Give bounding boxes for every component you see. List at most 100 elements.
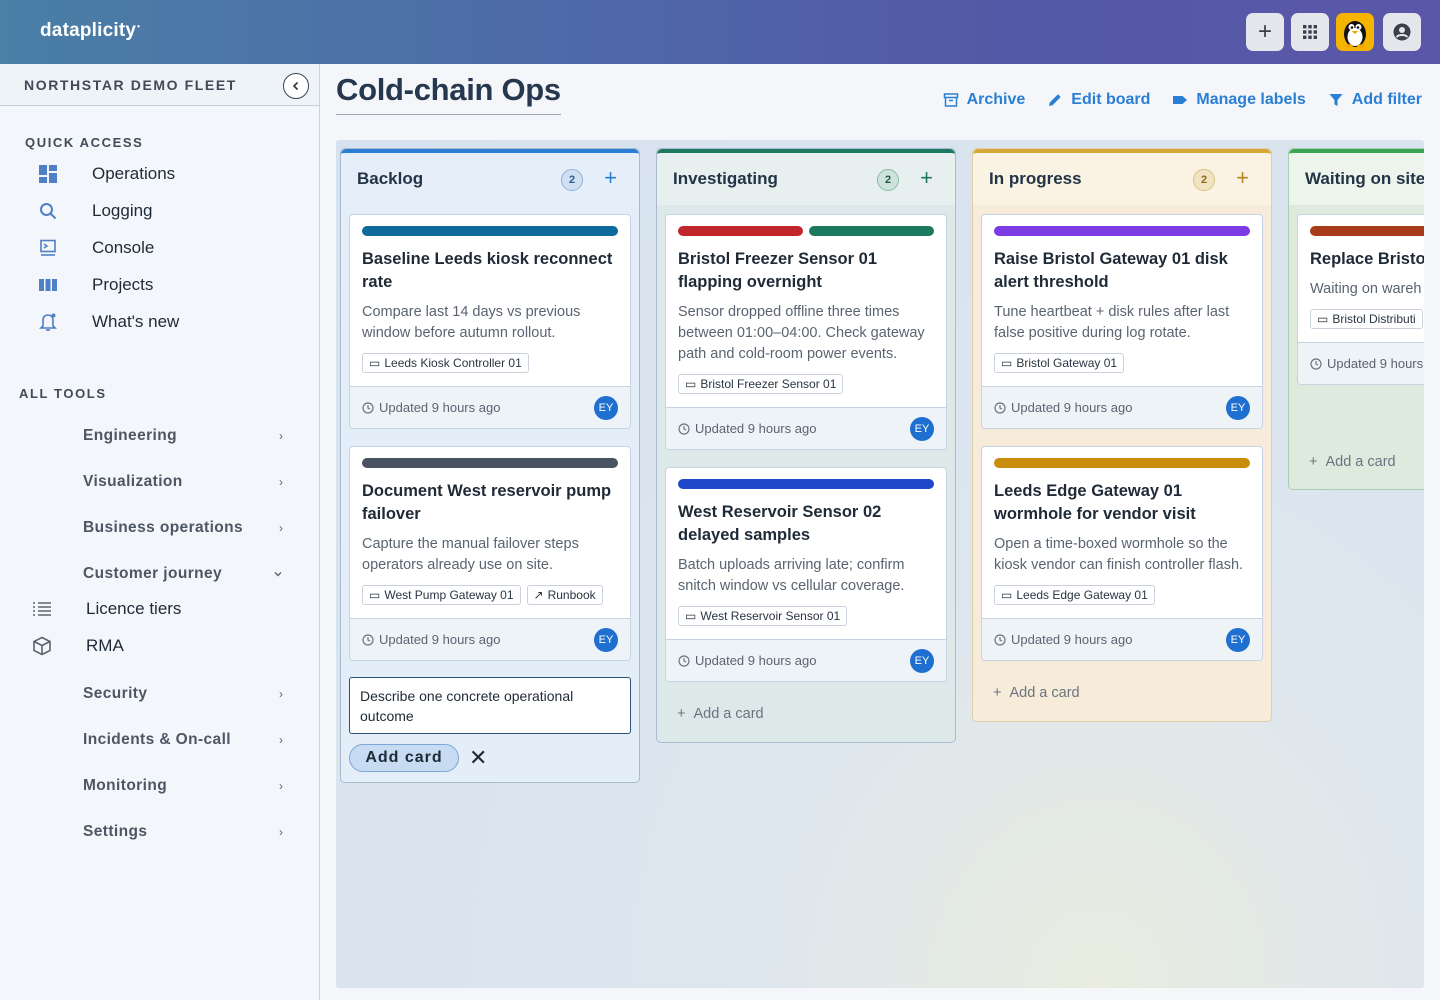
sidebar-item-console[interactable]: Console: [38, 234, 298, 262]
assignee-avatar[interactable]: EY: [594, 396, 618, 420]
assignee-avatar[interactable]: EY: [1226, 396, 1250, 420]
label-bar[interactable]: [994, 458, 1250, 468]
card[interactable]: Baseline Leeds kiosk reconnect rate Comp…: [349, 214, 631, 429]
label-bars: [678, 479, 934, 489]
page-title: Cold-chain Ops: [336, 72, 561, 115]
card[interactable]: Raise Bristol Gateway 01 disk alert thre…: [981, 214, 1263, 429]
sidebar-item-rma[interactable]: RMA: [32, 634, 124, 658]
sidebar-item-operations[interactable]: Operations: [38, 160, 298, 188]
label-bar[interactable]: [678, 479, 934, 489]
tool-business-operations[interactable]: Business operations ›: [83, 519, 283, 536]
device-icon: ▭: [369, 588, 381, 602]
card-title: Raise Bristol Gateway 01 disk alert thre…: [994, 250, 1228, 291]
add-filter-button[interactable]: Add filter: [1328, 91, 1422, 109]
column-header: Backlog 2 +: [341, 149, 639, 205]
label-icon: [1173, 96, 1188, 104]
account-button[interactable]: [1383, 13, 1421, 51]
card-description: Waiting on wareh the SIM tray after: [1310, 281, 1424, 297]
add-a-card-link[interactable]: + Add a card: [993, 685, 1080, 701]
label-bar[interactable]: [994, 226, 1250, 236]
add-card-plus-icon[interactable]: +: [1236, 165, 1249, 190]
user-avatar-button[interactable]: [1336, 13, 1374, 51]
clock-icon: [678, 654, 690, 667]
card-title: Replace Bristol Centre Device 0: [1310, 250, 1424, 268]
tool-security[interactable]: Security ›: [83, 685, 283, 702]
updated-time: Updated 9 hours ago: [695, 421, 817, 436]
tool-customer-journey[interactable]: Customer journey: [83, 562, 283, 586]
sidebar-item-whats-new[interactable]: What's new: [38, 308, 298, 336]
card-title: Baseline Leeds kiosk reconnect rate: [362, 250, 613, 291]
add-a-card-link[interactable]: + Add a card: [1309, 454, 1396, 470]
device-tag[interactable]: ▭ Bristol Distributi: [1310, 309, 1423, 329]
collapse-sidebar-button[interactable]: [283, 73, 309, 99]
archive-button[interactable]: Archive: [943, 91, 1025, 109]
label-bar[interactable]: [362, 458, 618, 468]
card-title: West Reservoir Sensor 02 delayed samples: [678, 503, 882, 544]
device-tag[interactable]: ▭ Leeds Edge Gateway 01: [994, 585, 1155, 605]
column-waiting-on-site: Waiting on site Replace Bristol Centre D…: [1288, 148, 1424, 490]
assignee-avatar[interactable]: EY: [910, 649, 934, 673]
archive-icon: [943, 93, 958, 107]
manage-labels-button[interactable]: Manage labels: [1172, 91, 1306, 109]
add-button[interactable]: +: [1246, 13, 1284, 51]
link-tag[interactable]: ↗ Runbook: [526, 585, 603, 605]
clock-icon: [362, 401, 374, 414]
fleet-name[interactable]: NORTHSTAR DEMO FLEET: [24, 77, 237, 93]
tool-incidents-on-call[interactable]: Incidents & On-call ›: [83, 731, 283, 748]
sidebar-item-projects[interactable]: Projects: [38, 271, 298, 299]
chevron-right-icon: ›: [279, 687, 283, 701]
add-a-card-link[interactable]: + Add a card: [677, 706, 764, 722]
tool-settings[interactable]: Settings ›: [83, 823, 283, 840]
card-count-badge: 2: [1193, 169, 1215, 191]
close-icon[interactable]: ✕: [469, 745, 488, 770]
pencil-icon: [1049, 94, 1061, 106]
label-bar[interactable]: [809, 226, 934, 236]
chevron-right-icon: ›: [279, 825, 283, 839]
top-bar: dataplicity• +: [0, 0, 1440, 64]
clock-icon: [678, 422, 690, 435]
clock-icon: [1310, 357, 1322, 370]
card[interactable]: West Reservoir Sensor 02 delayed samples…: [665, 467, 947, 682]
assignee-avatar[interactable]: EY: [594, 628, 618, 652]
card[interactable]: Bristol Freezer Sensor 01 flapping overn…: [665, 214, 947, 450]
new-card-input[interactable]: Describe one concrete operational outcom…: [349, 677, 631, 734]
card-footer: Updated 9 hours ago EY: [350, 618, 630, 660]
edit-board-button[interactable]: Edit board: [1047, 91, 1150, 109]
chevron-right-icon: ›: [279, 429, 283, 443]
card[interactable]: Leeds Edge Gateway 01 wormhole for vendo…: [981, 446, 1263, 661]
device-tag[interactable]: ▭ Bristol Freezer Sensor 01: [678, 374, 844, 394]
card[interactable]: Replace Bristol Centre Device 0 Waiting …: [1297, 214, 1424, 385]
plus-icon: +: [677, 706, 686, 722]
tool-engineering[interactable]: Engineering ›: [83, 427, 283, 444]
label-bar[interactable]: [1310, 226, 1424, 236]
card[interactable]: Document West reservoir pump failover Ca…: [349, 446, 631, 661]
user-icon: [1393, 23, 1411, 41]
device-icon: ▭: [685, 377, 697, 391]
column-header: Investigating 2 +: [657, 149, 955, 205]
add-card-plus-icon[interactable]: +: [920, 165, 933, 190]
add-card-button[interactable]: Add card: [349, 744, 459, 772]
tool-visualization[interactable]: Visualization ›: [83, 473, 283, 490]
chevron-right-icon: ›: [279, 733, 283, 747]
brand-logo[interactable]: dataplicity•: [40, 20, 141, 41]
bell-icon: [38, 312, 58, 332]
device-tag[interactable]: ▭ Leeds Kiosk Controller 01: [362, 353, 529, 373]
assignee-avatar[interactable]: EY: [1226, 628, 1250, 652]
label-bars: [994, 458, 1250, 468]
tool-monitoring[interactable]: Monitoring ›: [83, 777, 283, 794]
card-footer: Updated 9 hours: [1298, 342, 1424, 384]
chevron-left-icon: [292, 81, 299, 91]
label-bar[interactable]: [362, 226, 618, 236]
label-bar[interactable]: [678, 226, 803, 236]
filter-icon: [1329, 94, 1343, 106]
sidebar-item-licence-tiers[interactable]: Licence tiers: [32, 597, 181, 621]
assignee-avatar[interactable]: EY: [910, 417, 934, 441]
add-card-plus-icon[interactable]: +: [604, 165, 617, 190]
updated-time: Updated 9 hours ago: [379, 400, 501, 415]
device-tag[interactable]: ▭ Bristol Gateway 01: [994, 353, 1125, 373]
apps-button[interactable]: [1291, 13, 1329, 51]
sidebar-item-logging[interactable]: Logging: [38, 197, 298, 225]
device-tag[interactable]: ▭ West Pump Gateway 01: [362, 585, 521, 605]
device-tag[interactable]: ▭ West Reservoir Sensor 01: [678, 606, 848, 626]
sidebar: NORTHSTAR DEMO FLEET QUICK ACCESS Operat…: [0, 64, 320, 1000]
